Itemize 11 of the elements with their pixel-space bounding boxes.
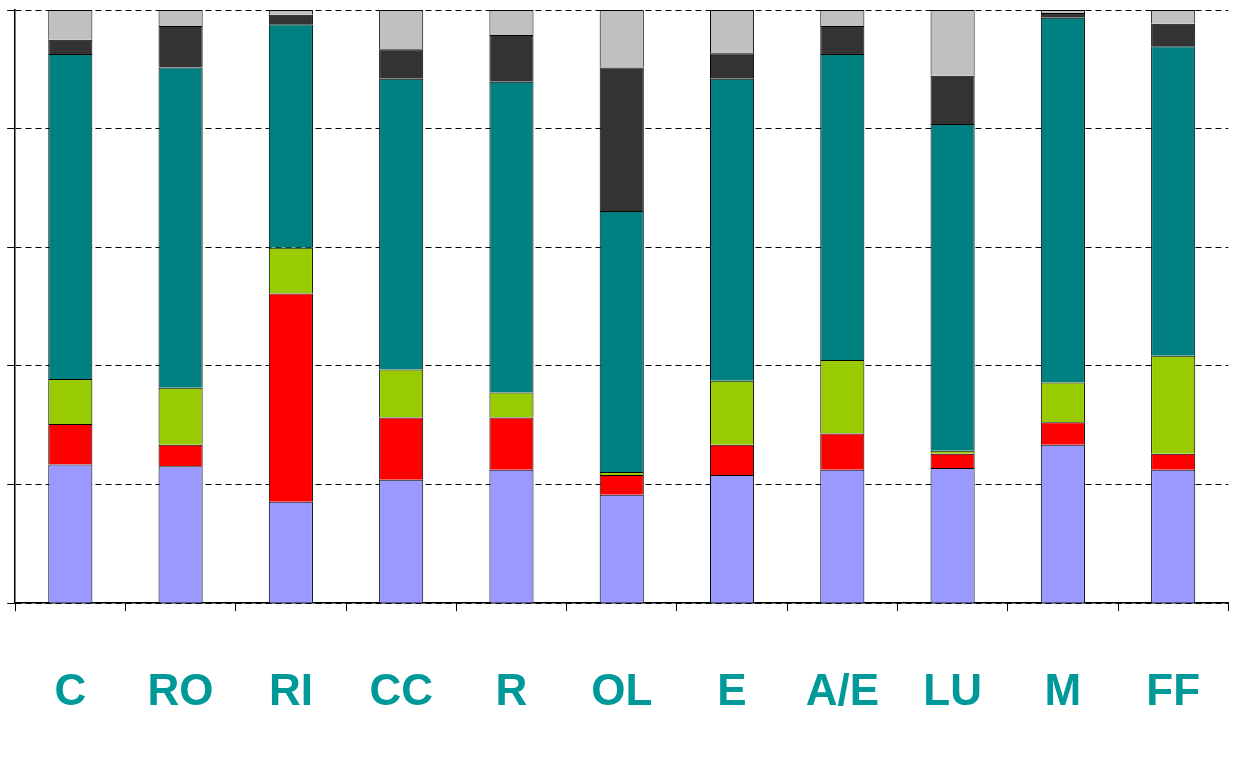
x-tick-label: LU	[923, 664, 982, 714]
x-tick-label: C	[54, 664, 87, 714]
x-tick-label: A/E	[805, 664, 879, 714]
x-tick-label: RI	[268, 664, 313, 714]
x-tick-label: OL	[591, 664, 653, 714]
x-tick-label: R	[495, 664, 528, 714]
x-tick-label: RO	[147, 664, 214, 714]
x-tick-label: FF	[1146, 664, 1201, 714]
x-tick-label: CC	[369, 664, 433, 714]
x-tick-label: M	[1044, 664, 1082, 714]
x-tick-label: E	[717, 664, 747, 714]
